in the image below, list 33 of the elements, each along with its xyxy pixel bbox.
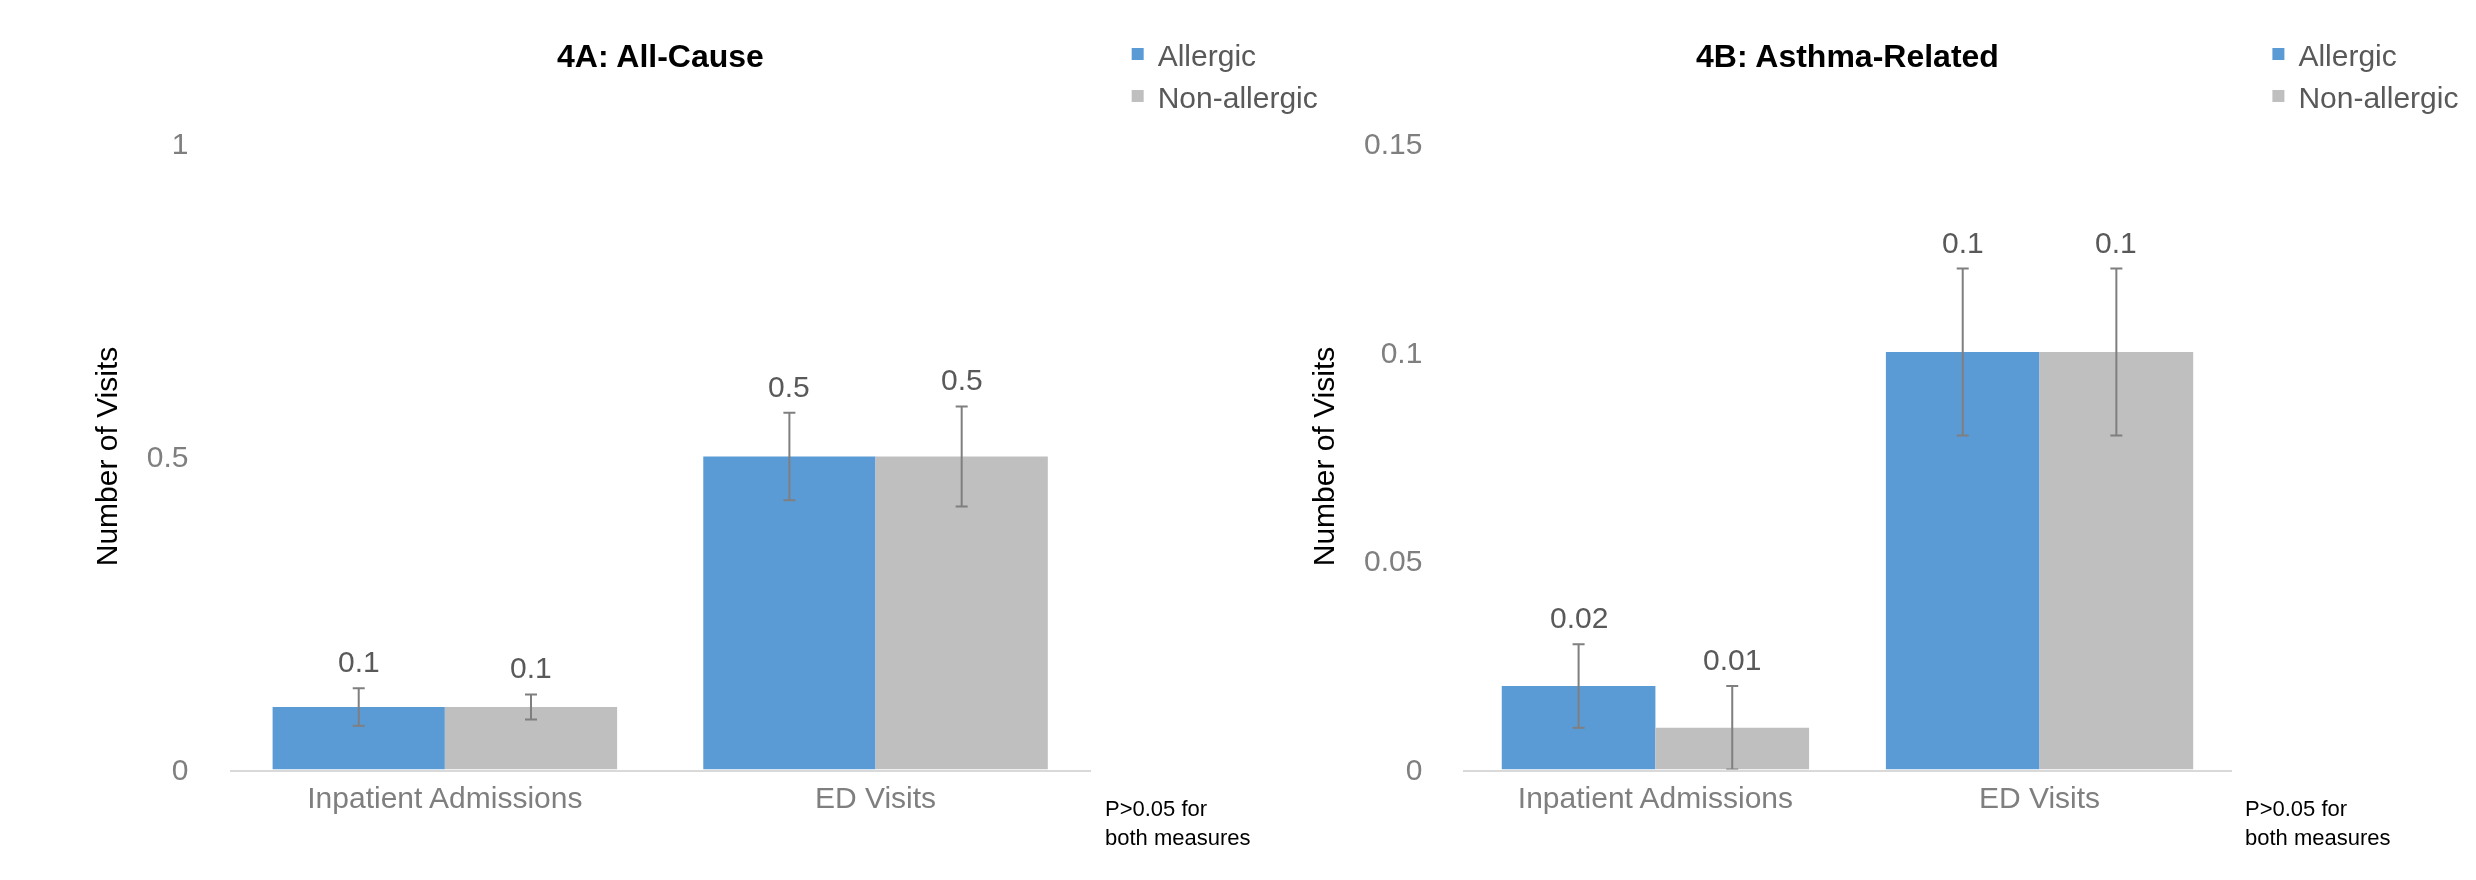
legend-label: Allergic [1157,38,1257,72]
y-tick-label: 0.1 [1380,335,1423,369]
text: P>0.05 for both measures [1105,796,1251,850]
data-label: 0.1 [338,645,380,678]
y-axis-title: Number of Visits [89,346,123,567]
bar [2039,352,2194,770]
data-label: 0.1 [1942,226,1984,259]
y-tick-label: 0.15 [1363,126,1423,160]
bar [1655,727,1810,770]
legend-label: Non-allergic [2298,80,2459,114]
bar [1501,686,1656,770]
y-tick-label: 1 [171,126,189,160]
legend-label: Allergic [2298,38,2397,72]
data-label: 0.1 [510,651,552,684]
data-label: 0.5 [768,370,810,403]
y-axis-title: Number of Visits [1306,346,1340,567]
data-label: 0.5 [941,363,983,396]
x-tick-label: Inpatient Admissions [1517,780,1793,814]
data-label: 0.1 [2095,226,2137,259]
x-tick-label: ED Visits [814,780,937,814]
y-tick-label: 0 [1405,753,1423,787]
chart-title: 4A: All-Cause [557,38,764,74]
data-label: 0.02 [1550,601,1609,634]
data-label: 0.01 [1703,643,1762,676]
chart-title: 4B: Asthma-Related [1696,38,1999,74]
x-tick-label: Inpatient Admissions [307,780,583,814]
y-tick-label: 0.5 [146,439,189,473]
y-tick-label: 0 [171,753,189,787]
x-tick-label: ED Visits [1978,780,2101,814]
y-tick-label: 0.05 [1363,544,1423,578]
text: P>0.05 for both measures [2245,796,2391,850]
legend-label: Non-allergic [1157,80,1318,114]
bar [1885,352,2040,770]
